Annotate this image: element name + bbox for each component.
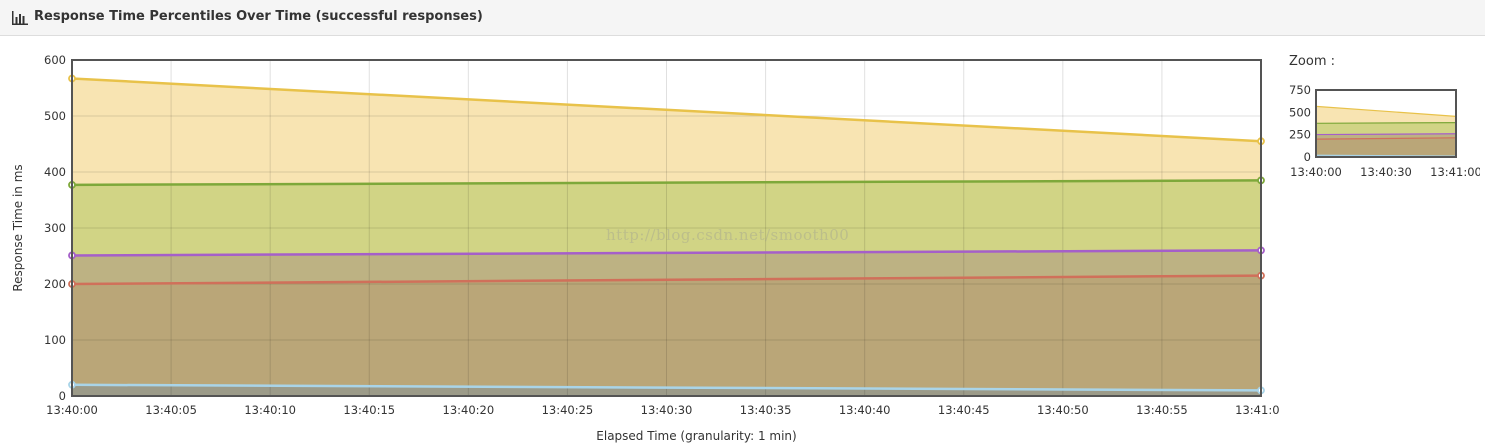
- x-tick-label: 13:41:00: [1235, 403, 1280, 417]
- series-line-4: [71, 274, 1262, 286]
- zoom-series-line-5: [1315, 154, 1457, 157]
- x-tick-label: 13:40:15: [343, 403, 395, 417]
- zoom-y-tick-label: 250: [1289, 128, 1311, 142]
- y-tick-label: 600: [44, 53, 66, 67]
- y-axis-title: Response Time in ms: [11, 164, 25, 291]
- x-tick-label: 13:40:50: [1037, 403, 1089, 417]
- y-tick-label: 300: [44, 221, 66, 235]
- zoom-x-tick-label: 13:41:00: [1430, 165, 1480, 179]
- x-tick-label: 13:40:10: [244, 403, 296, 417]
- zoom-label: Zoom :: [1289, 54, 1335, 69]
- zoom-y-tick-label: 0: [1304, 150, 1311, 164]
- plot-frame: [71, 59, 1262, 397]
- zoom-series-line-3: [1315, 133, 1457, 136]
- x-tick-label: 13:40:30: [641, 403, 693, 417]
- zoom-series-line-1: [1315, 105, 1457, 117]
- x-tick-label: 13:40:25: [542, 403, 594, 417]
- zoom-y-tick-label: 500: [1289, 105, 1311, 119]
- zoom-frame: [1315, 89, 1457, 158]
- y-tick-label: 500: [44, 109, 66, 123]
- zoom-series-line-4: [1315, 137, 1457, 140]
- main-chart[interactable]: 0 100 200 300 400 500 600 13:40:00 13:40:05 13:40…: [0, 36, 1280, 448]
- watermark: http://blog.csdn.net/smooth00: [606, 226, 850, 244]
- x-tick-label: 13:40:20: [443, 403, 495, 417]
- x-tick-label: 13:40:05: [145, 403, 197, 417]
- series-area-5: [72, 384, 1261, 396]
- y-tick-label: 100: [44, 333, 66, 347]
- zoom-y-tick-label: 750: [1289, 83, 1311, 97]
- zoom-series-line-2: [1315, 122, 1457, 124]
- x-axis-title: Elapsed Time (granularity: 1 min): [596, 429, 796, 443]
- series-line-5: [71, 383, 1262, 392]
- zoom-x-tick-label: 13:40:30: [1360, 165, 1412, 179]
- zoom-chart[interactable]: 0 250 500 750 13:40:00 13:40:30 13:41:00: [1280, 45, 1480, 185]
- bar-chart-icon: [12, 11, 28, 25]
- x-tick-label: 13:40:45: [938, 403, 990, 417]
- zoom-series-area-4: [1316, 137, 1456, 157]
- x-tick-label: 13:40:40: [839, 403, 891, 417]
- y-tick-label: 0: [59, 389, 66, 403]
- x-tick-label: 13:40:00: [46, 403, 98, 417]
- series-line-3: [71, 249, 1262, 257]
- panel-header: Response Time Percentiles Over Time (suc…: [0, 0, 1485, 36]
- series-area-4: [72, 275, 1261, 396]
- panel-title: Response Time Percentiles Over Time (suc…: [34, 9, 483, 24]
- series-line-2: [71, 179, 1262, 187]
- y-tick-label: 400: [44, 165, 66, 179]
- y-tick-label: 200: [44, 277, 66, 291]
- x-tick-label: 13:40:35: [740, 403, 792, 417]
- x-tick-label: 13:40:55: [1136, 403, 1188, 417]
- zoom-x-tick-label: 13:40:00: [1290, 165, 1342, 179]
- series-line-1: [71, 77, 1262, 143]
